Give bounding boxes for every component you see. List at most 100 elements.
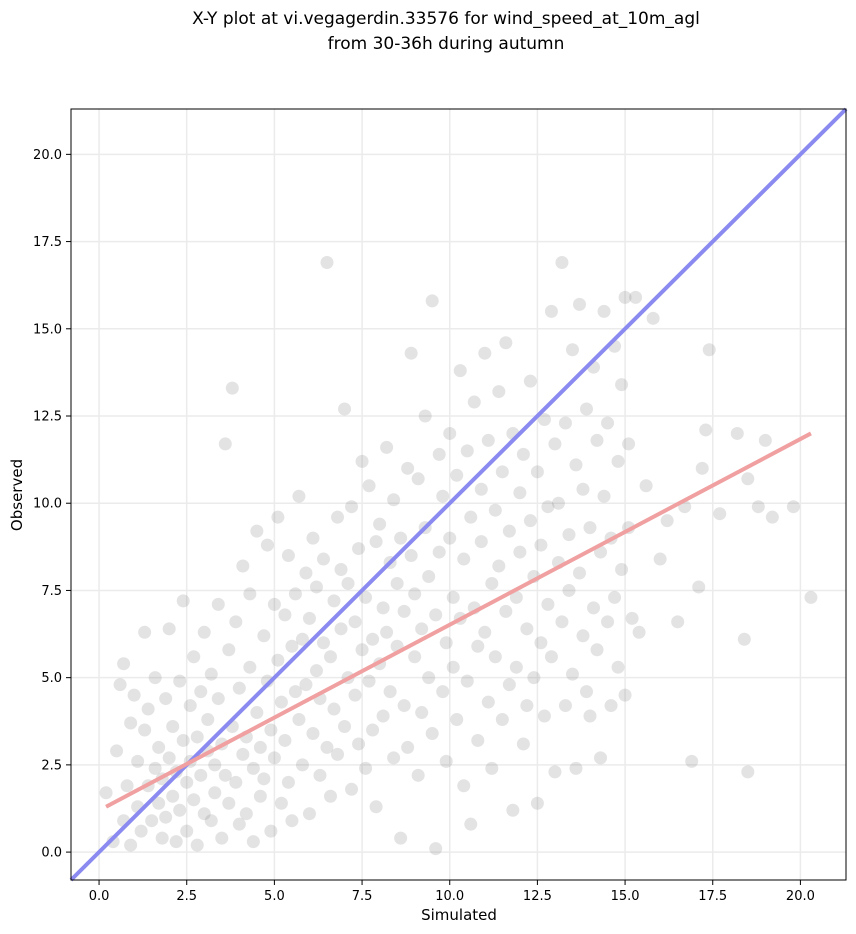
y-tick-label: 5.0 [41, 671, 62, 686]
data-point [618, 290, 632, 304]
data-point [285, 639, 299, 653]
data-point [394, 531, 408, 545]
data-point [446, 660, 460, 674]
data-point [334, 622, 348, 636]
x-tick-label: 12.5 [523, 889, 552, 904]
data-point [478, 625, 492, 639]
data-point [513, 545, 527, 559]
data-point [527, 671, 541, 685]
data-point [488, 650, 502, 664]
data-point [488, 503, 502, 517]
data-point [439, 636, 453, 650]
data-point [306, 531, 320, 545]
data-point [352, 737, 366, 751]
data-point [166, 719, 180, 733]
data-point [229, 775, 243, 789]
data-point [429, 842, 443, 856]
data-point [615, 563, 629, 577]
data-point [236, 747, 250, 761]
data-point [225, 381, 239, 395]
data-point [264, 723, 278, 737]
data-point [551, 496, 565, 510]
data-point [113, 678, 127, 692]
data-point [555, 615, 569, 629]
data-point [478, 346, 492, 360]
data-point [222, 796, 236, 810]
data-point [481, 433, 495, 447]
data-point [159, 692, 173, 706]
data-point [660, 514, 674, 528]
data-point [159, 810, 173, 824]
data-point [608, 590, 622, 604]
x-tick-label: 5.0 [264, 889, 285, 904]
x-tick-label: 15.0 [611, 889, 640, 904]
data-point [190, 730, 204, 744]
grid-lines [71, 109, 846, 880]
data-point [292, 713, 306, 727]
data-point [594, 751, 608, 765]
data-point [110, 744, 124, 758]
data-point [401, 740, 415, 754]
data-point [741, 472, 755, 486]
data-point [288, 685, 302, 699]
data-point [264, 824, 278, 838]
data-point [464, 510, 478, 524]
data-point [804, 590, 818, 604]
data-point [495, 465, 509, 479]
data-point [618, 688, 632, 702]
data-point [513, 486, 527, 500]
data-point [106, 835, 120, 849]
data-point [299, 678, 313, 692]
data-point [397, 699, 411, 713]
data-point [523, 514, 537, 528]
data-point [229, 615, 243, 629]
data-point [359, 590, 373, 604]
data-point [520, 699, 534, 713]
y-axis-label: Observed [8, 459, 26, 531]
data-point [376, 709, 390, 723]
data-point [211, 692, 225, 706]
data-point [457, 552, 471, 566]
data-point [215, 831, 229, 845]
data-point [348, 615, 362, 629]
data-point [190, 838, 204, 852]
data-point [590, 643, 604, 657]
x-tick-label: 20.0 [786, 889, 815, 904]
data-point [359, 761, 373, 775]
data-point [443, 426, 457, 440]
data-point [187, 650, 201, 664]
data-point [741, 765, 755, 779]
data-point [751, 500, 765, 514]
data-point [713, 507, 727, 521]
data-point [597, 304, 611, 318]
y-tick-label: 15.0 [33, 322, 62, 337]
data-point [565, 667, 579, 681]
data-point [786, 500, 800, 514]
data-point [583, 709, 597, 723]
data-point [281, 775, 295, 789]
data-point [183, 699, 197, 713]
data-point [404, 549, 418, 563]
data-point [309, 580, 323, 594]
data-point [292, 489, 306, 503]
data-point [124, 838, 138, 852]
data-point [324, 789, 338, 803]
data-point [699, 423, 713, 437]
data-point [601, 615, 615, 629]
data-point [611, 454, 625, 468]
data-point [590, 433, 604, 447]
data-point [194, 768, 208, 782]
data-point [587, 601, 601, 615]
data-point [148, 671, 162, 685]
data-point [583, 521, 597, 535]
data-point [194, 685, 208, 699]
data-point [758, 433, 772, 447]
data-point [474, 535, 488, 549]
reference-line [69, 107, 848, 882]
y-axis-ticks: 0.0 2.5 5.0 7.5 10.0 12.5 15.0 17.5 20.0 [33, 148, 71, 861]
data-point [622, 437, 636, 451]
data-point [394, 831, 408, 845]
data-point [327, 594, 341, 608]
chart-title-line-2: from 30-36h during autumn [328, 34, 565, 54]
